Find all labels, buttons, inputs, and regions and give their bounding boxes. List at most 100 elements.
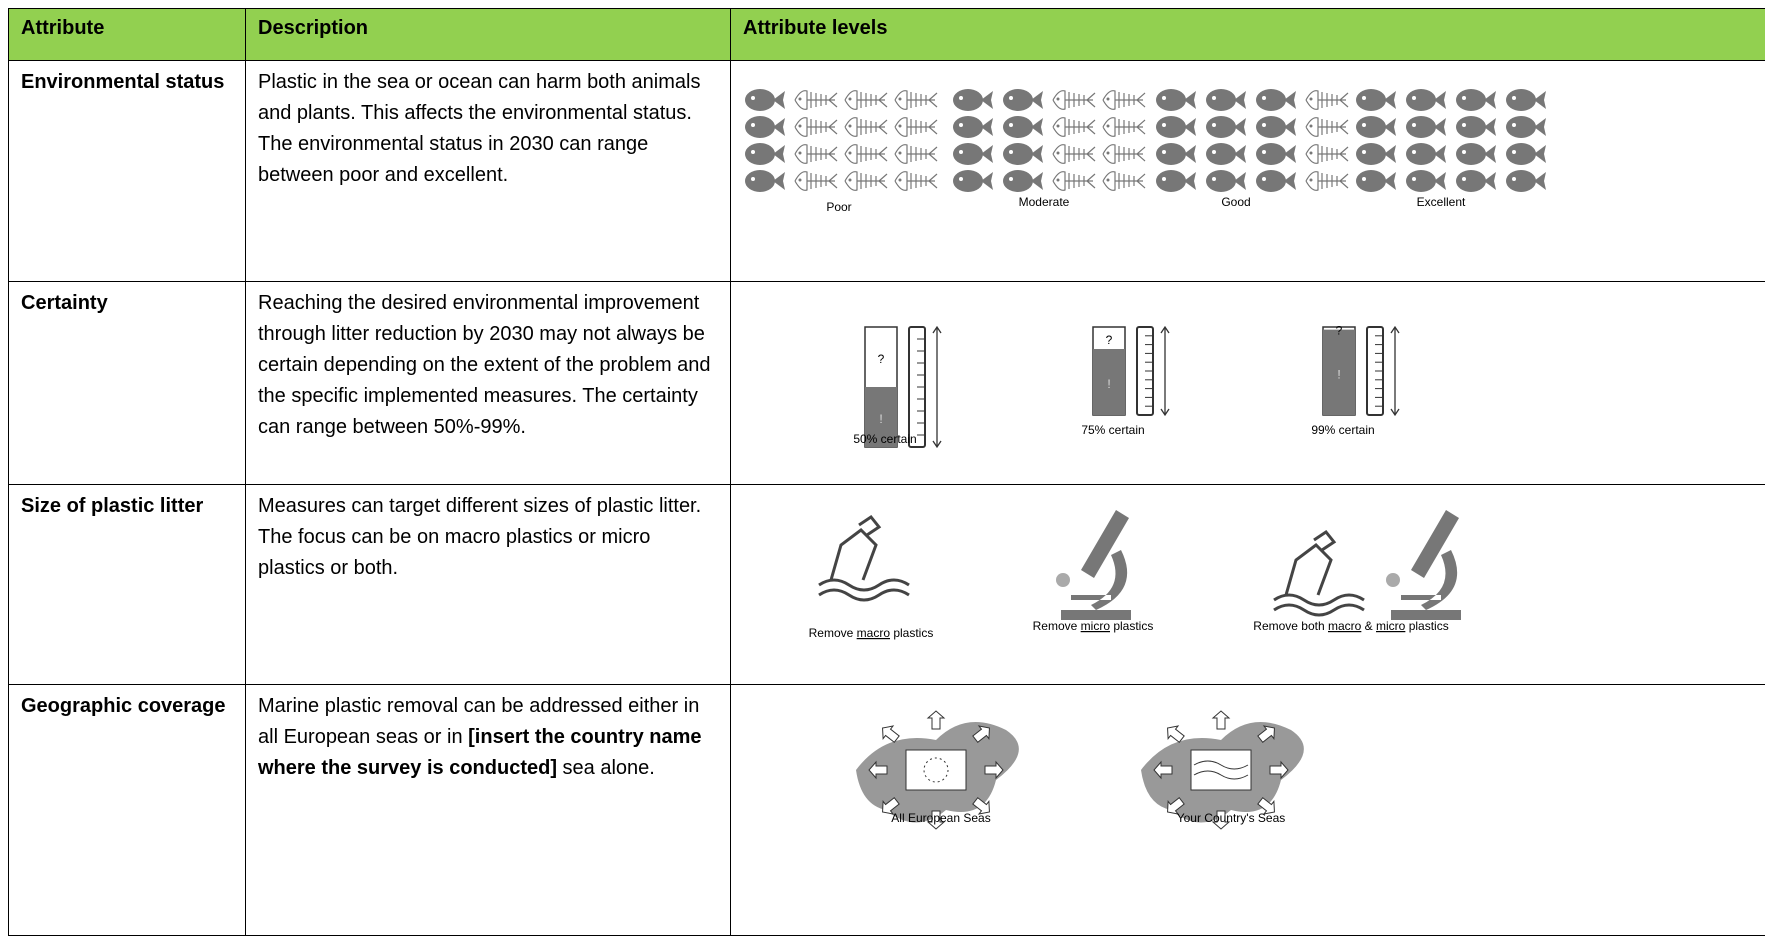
fish-body [1003,143,1033,165]
fish-body [1456,143,1486,165]
fish-skeleton [895,145,937,164]
attribute: Environmental status [9,61,246,282]
fish-eye [1412,177,1416,181]
fish [895,91,937,110]
fish-body [1456,89,1486,111]
fish-eye [849,98,852,101]
fish-eye [1310,98,1313,101]
fish-eye [1262,123,1266,127]
fish [795,118,837,137]
fish-eye [1362,96,1366,100]
fish-tail [773,91,785,109]
exclamation-mark: ! [1107,377,1110,391]
fish-eye [751,123,755,127]
fish [1456,116,1496,138]
fish [795,172,837,191]
level-label: Remove micro plastics [1033,619,1154,633]
description: Marine plastic removal can be addressed … [246,685,731,936]
level-label: Good [1221,195,1250,209]
fish-eye [1462,177,1466,181]
fish-tail [1284,91,1296,109]
page: {"table":{"header":["Attribute","Descrip… [0,0,1765,906]
fish-skeleton [1306,118,1348,137]
fish-body [1156,89,1186,111]
fish-tail [981,145,993,163]
fish-eye [799,152,802,155]
fish-body [1156,143,1186,165]
fish-skeleton [795,118,837,137]
level-label: Remove macro plastics [809,626,934,640]
fish-tail [1534,118,1546,136]
fish-skeleton [895,118,937,137]
exclamation-mark: ! [1337,367,1340,381]
fish-body [1406,116,1436,138]
text: Reaching the desired environmental impro… [258,292,711,438]
fish-tail [1434,118,1446,136]
fish-eye [1362,177,1366,181]
size-icons: Remove macro plastics Remove micro plasti… [731,485,1765,674]
question-mark: ? [878,352,885,366]
description: Reaching the desired environmental impro… [246,282,731,485]
fish-eye [1412,150,1416,154]
fish-tail [1484,172,1496,190]
range-arrow [933,327,941,447]
fish-body [745,143,775,165]
fish [1506,170,1546,192]
fish-body [1356,170,1386,192]
fish-eye [1107,98,1110,101]
fish-tail [1031,91,1043,109]
flag [1191,750,1251,790]
fish [895,145,937,164]
fish [1256,170,1296,192]
attribute: Size of plastic litter [9,485,246,685]
text: Plastic in the sea or ocean can harm bot… [258,71,700,186]
fish-tail [1534,145,1546,163]
fish [953,170,993,192]
fish-tail [1484,145,1496,163]
fish-body [1256,170,1286,192]
fish-body [745,116,775,138]
fish-tail [981,172,993,190]
fish-body [1406,143,1436,165]
fish-eye [899,179,902,182]
fish-tail [1484,118,1496,136]
fish [1206,116,1246,138]
fish [1003,116,1043,138]
fish-body [1003,116,1033,138]
fish-tail [1184,145,1196,163]
fish-tail [981,91,993,109]
microscope [1391,510,1461,620]
level-label: 50% certain [853,432,916,446]
fish [845,172,887,191]
fish-skeleton [1053,118,1095,137]
particle-drop [1056,573,1070,587]
fish-tail [773,145,785,163]
fish-tail [1434,172,1446,190]
fish-eye [1462,123,1466,127]
microscope [1061,510,1131,620]
fish [1306,118,1348,137]
fish-tail [981,118,993,136]
fish [1356,170,1396,192]
label-part: macro [857,626,891,640]
fish-eye [1512,96,1516,100]
fish-eye [1162,123,1166,127]
fish-tail [1184,118,1196,136]
label-part: Remove [1033,619,1081,633]
fish-body [1206,170,1236,192]
fish [745,89,785,111]
fish-eye [1009,96,1013,100]
label-part: Remove both [1253,619,1328,633]
fish-tail [1484,91,1496,109]
fish [1406,89,1446,111]
fish-eye [799,125,802,128]
fish-eye [751,96,755,100]
fish-eye [1310,152,1313,155]
fish [1053,172,1095,191]
header-row: Attribute Description Attribute levels [9,9,1765,61]
fish-body [1356,143,1386,165]
fish-body [1156,116,1186,138]
fish-body [1206,143,1236,165]
fish [1053,118,1095,137]
